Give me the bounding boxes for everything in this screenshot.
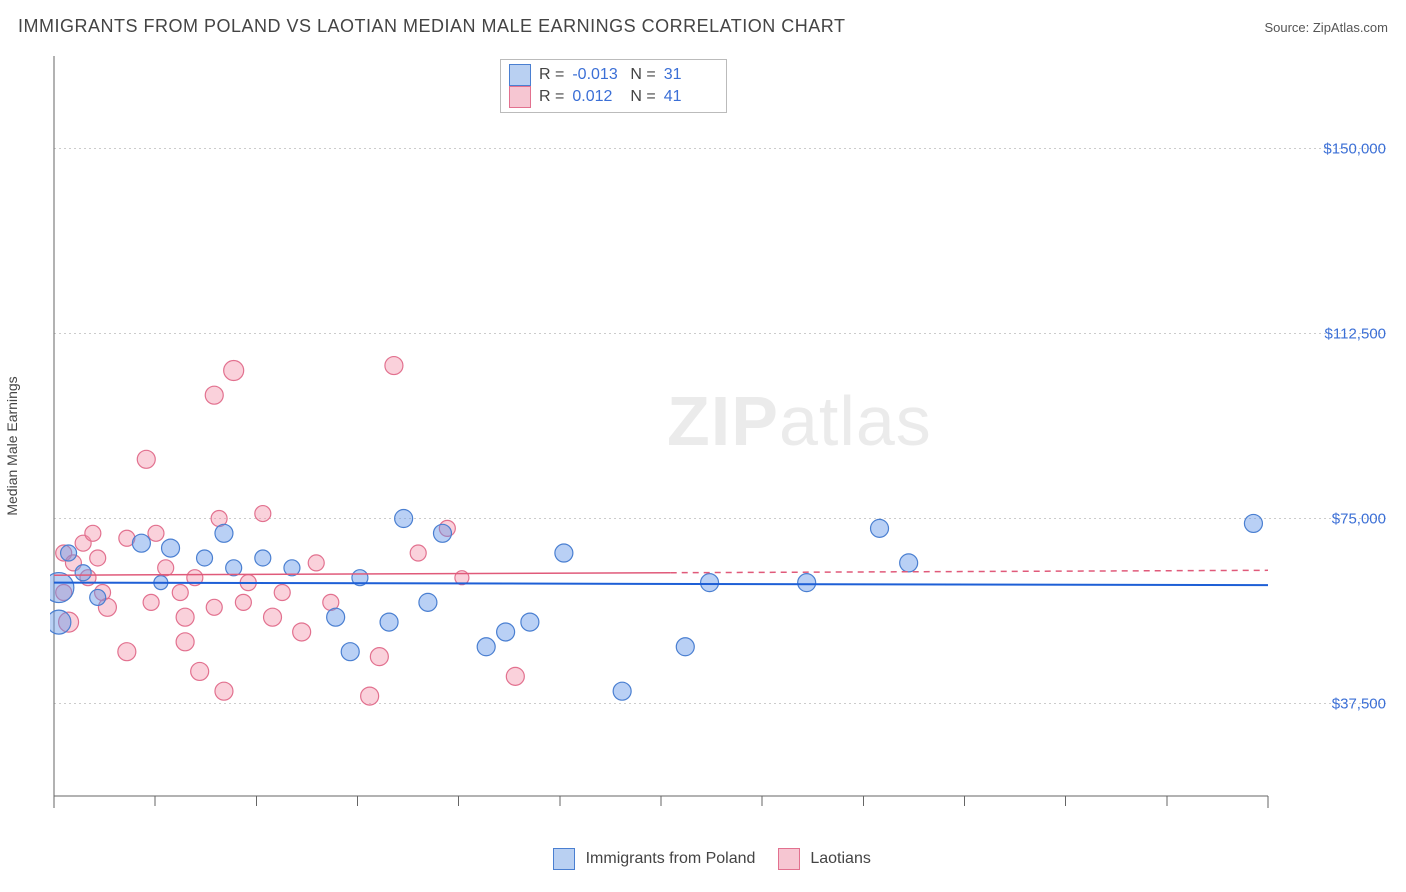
svg-text:$112,500: $112,500 bbox=[1325, 326, 1386, 343]
source-prefix: Source: bbox=[1264, 20, 1312, 35]
swatch-poland-icon bbox=[509, 64, 531, 86]
swatch-poland-icon bbox=[553, 848, 575, 870]
n-value-laotians: 41 bbox=[664, 86, 714, 108]
stats-row-laotians: R = 0.012 N = 41 bbox=[509, 86, 714, 108]
bottom-legend: Immigrants from Poland Laotians bbox=[0, 848, 1406, 870]
n-value-poland: 31 bbox=[664, 64, 714, 86]
scatter-plot: $37,500$75,000$112,500$150,0000.0%25.0% bbox=[50, 56, 1390, 816]
swatch-laotians-icon bbox=[509, 86, 531, 108]
r-value-laotians: 0.012 bbox=[572, 86, 622, 108]
source-credit: Source: ZipAtlas.com bbox=[1264, 20, 1388, 35]
chart-container: IMMIGRANTS FROM POLAND VS LAOTIAN MEDIAN… bbox=[0, 0, 1406, 892]
legend-label-laotians: Laotians bbox=[810, 850, 871, 867]
r-label: R = bbox=[539, 86, 564, 108]
n-label: N = bbox=[630, 64, 655, 86]
source-name: ZipAtlas.com bbox=[1313, 20, 1388, 35]
chart-area: $37,500$75,000$112,500$150,0000.0%25.0% … bbox=[50, 56, 1390, 816]
svg-text:$75,000: $75,000 bbox=[1332, 511, 1386, 528]
swatch-laotians-icon bbox=[778, 848, 800, 870]
r-value-poland: -0.013 bbox=[572, 64, 622, 86]
stats-row-poland: R = -0.013 N = 31 bbox=[509, 64, 714, 86]
n-label: N = bbox=[630, 86, 655, 108]
chart-title: IMMIGRANTS FROM POLAND VS LAOTIAN MEDIAN… bbox=[18, 16, 845, 37]
title-bar: IMMIGRANTS FROM POLAND VS LAOTIAN MEDIAN… bbox=[18, 16, 1388, 37]
legend-label-poland: Immigrants from Poland bbox=[586, 850, 756, 867]
r-label: R = bbox=[539, 64, 564, 86]
svg-text:$150,000: $150,000 bbox=[1323, 141, 1386, 158]
y-axis-label: Median Male Earnings bbox=[4, 376, 20, 515]
svg-text:$37,500: $37,500 bbox=[1332, 696, 1386, 713]
stats-legend-box: R = -0.013 N = 31 R = 0.012 N = 41 bbox=[500, 59, 727, 113]
